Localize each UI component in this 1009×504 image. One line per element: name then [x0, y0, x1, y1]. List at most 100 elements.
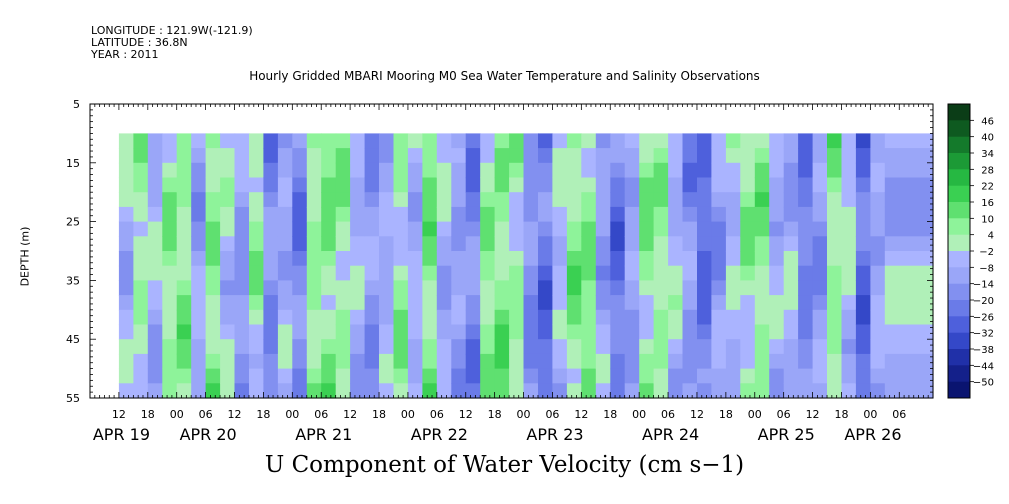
heatmap-cell — [162, 324, 178, 340]
heatmap-cell — [480, 280, 496, 296]
heatmap-cell — [220, 324, 236, 340]
heatmap-cell — [393, 162, 409, 179]
heatmap-cell — [205, 251, 221, 267]
heatmap-cell — [306, 368, 322, 384]
heatmap-cell — [639, 221, 655, 237]
heatmap-cell — [379, 206, 395, 223]
heatmap-cell — [538, 192, 554, 208]
heatmap-cell — [379, 383, 395, 399]
heatmap-cell — [682, 339, 698, 355]
heatmap-cell — [566, 206, 582, 223]
heatmap-cell — [436, 206, 452, 223]
heatmap-cell — [350, 265, 366, 281]
heatmap-cell — [465, 148, 481, 164]
heatmap-cell — [884, 353, 934, 370]
heatmap-cell — [191, 236, 207, 252]
heatmap-cell — [379, 368, 395, 384]
heatmap-cell — [884, 324, 934, 340]
heatmap-cell — [379, 221, 395, 237]
heatmap-cell — [653, 221, 669, 237]
heatmap-cell — [422, 295, 438, 311]
heatmap-cell — [465, 280, 481, 296]
heatmap-cell — [249, 309, 265, 326]
heatmap-cell — [538, 133, 554, 149]
heatmap-cell — [364, 368, 380, 384]
chart-caption: U Component of Water Velocity (cm s−1) — [264, 452, 745, 478]
heatmap-cell — [465, 368, 481, 384]
heatmap-cell — [480, 383, 496, 399]
heatmap-cell — [335, 148, 351, 164]
heatmap-cell — [249, 280, 265, 296]
colorbar-label: 28 — [981, 165, 994, 176]
heatmap-cell — [277, 368, 293, 384]
heatmap-cell — [422, 221, 438, 237]
heatmap-cell — [422, 133, 438, 149]
heatmap-cell — [566, 162, 582, 179]
heatmap-cell — [292, 133, 308, 149]
heatmap-cell — [754, 251, 770, 267]
heatmap-cell — [682, 280, 698, 296]
heatmap-cell — [162, 383, 178, 399]
heatmap-cell — [697, 353, 713, 370]
x-tick-label: 18 — [372, 408, 386, 421]
heatmap-cell — [465, 251, 481, 267]
heatmap-cell — [740, 353, 756, 370]
heatmap-cell — [191, 251, 207, 267]
heatmap-cell — [595, 368, 611, 384]
heatmap-cell — [841, 177, 857, 193]
heatmap-cell — [277, 192, 293, 208]
heatmap-cell — [538, 324, 554, 340]
heatmap-cell — [393, 324, 409, 340]
heatmap-cell — [205, 148, 221, 164]
colorbar-label: −20 — [973, 296, 994, 307]
heatmap-cell — [754, 236, 770, 252]
heatmap-cell — [234, 236, 250, 252]
heatmap-cell — [552, 280, 568, 296]
heatmap-cell — [480, 206, 496, 223]
heatmap-cell — [668, 177, 684, 193]
heatmap-cell — [827, 280, 843, 296]
heatmap-cell — [407, 192, 423, 208]
heatmap-cell — [118, 295, 134, 311]
heatmap-cell — [566, 383, 582, 399]
heatmap-cell — [610, 206, 626, 223]
heatmap-cell — [364, 265, 380, 281]
heatmap-cell — [118, 177, 134, 193]
heatmap-cell — [841, 148, 857, 164]
heatmap-cell — [133, 221, 149, 237]
heatmap-cell — [697, 309, 713, 326]
x-tick-label: 06 — [892, 408, 906, 421]
heatmap-cell — [494, 383, 510, 399]
heatmap-cell — [754, 148, 770, 164]
heatmap-cell — [162, 236, 178, 252]
heatmap-cell — [234, 206, 250, 223]
heatmap-cell — [827, 309, 843, 326]
heatmap-cell — [379, 192, 395, 208]
heatmap-cell — [480, 192, 496, 208]
heatmap-cell — [220, 295, 236, 311]
heatmap-cell — [653, 383, 669, 399]
heatmap-cell — [595, 236, 611, 252]
heatmap-cell — [292, 221, 308, 237]
heatmap-cell — [740, 148, 756, 164]
heatmap-cell — [494, 280, 510, 296]
heatmap-cell — [176, 309, 192, 326]
heatmap-cell — [162, 339, 178, 355]
heatmap-cell — [220, 221, 236, 237]
heatmap-cell — [451, 236, 467, 252]
heatmap-cell — [870, 251, 886, 267]
heatmap-cell — [610, 236, 626, 252]
heatmap-cell — [263, 383, 279, 399]
heatmap-cell — [754, 133, 770, 149]
heatmap-cell — [668, 309, 684, 326]
heatmap-cell — [422, 309, 438, 326]
heatmap-cell — [292, 148, 308, 164]
heatmap-cell — [350, 383, 366, 399]
heatmap-cell — [870, 280, 886, 296]
heatmap-cell — [740, 295, 756, 311]
heatmap-cell — [725, 353, 741, 370]
heatmap-cell — [277, 221, 293, 237]
colorbar-swatch — [948, 251, 970, 268]
heatmap-cell — [379, 309, 395, 326]
heatmap-cell — [855, 221, 871, 237]
